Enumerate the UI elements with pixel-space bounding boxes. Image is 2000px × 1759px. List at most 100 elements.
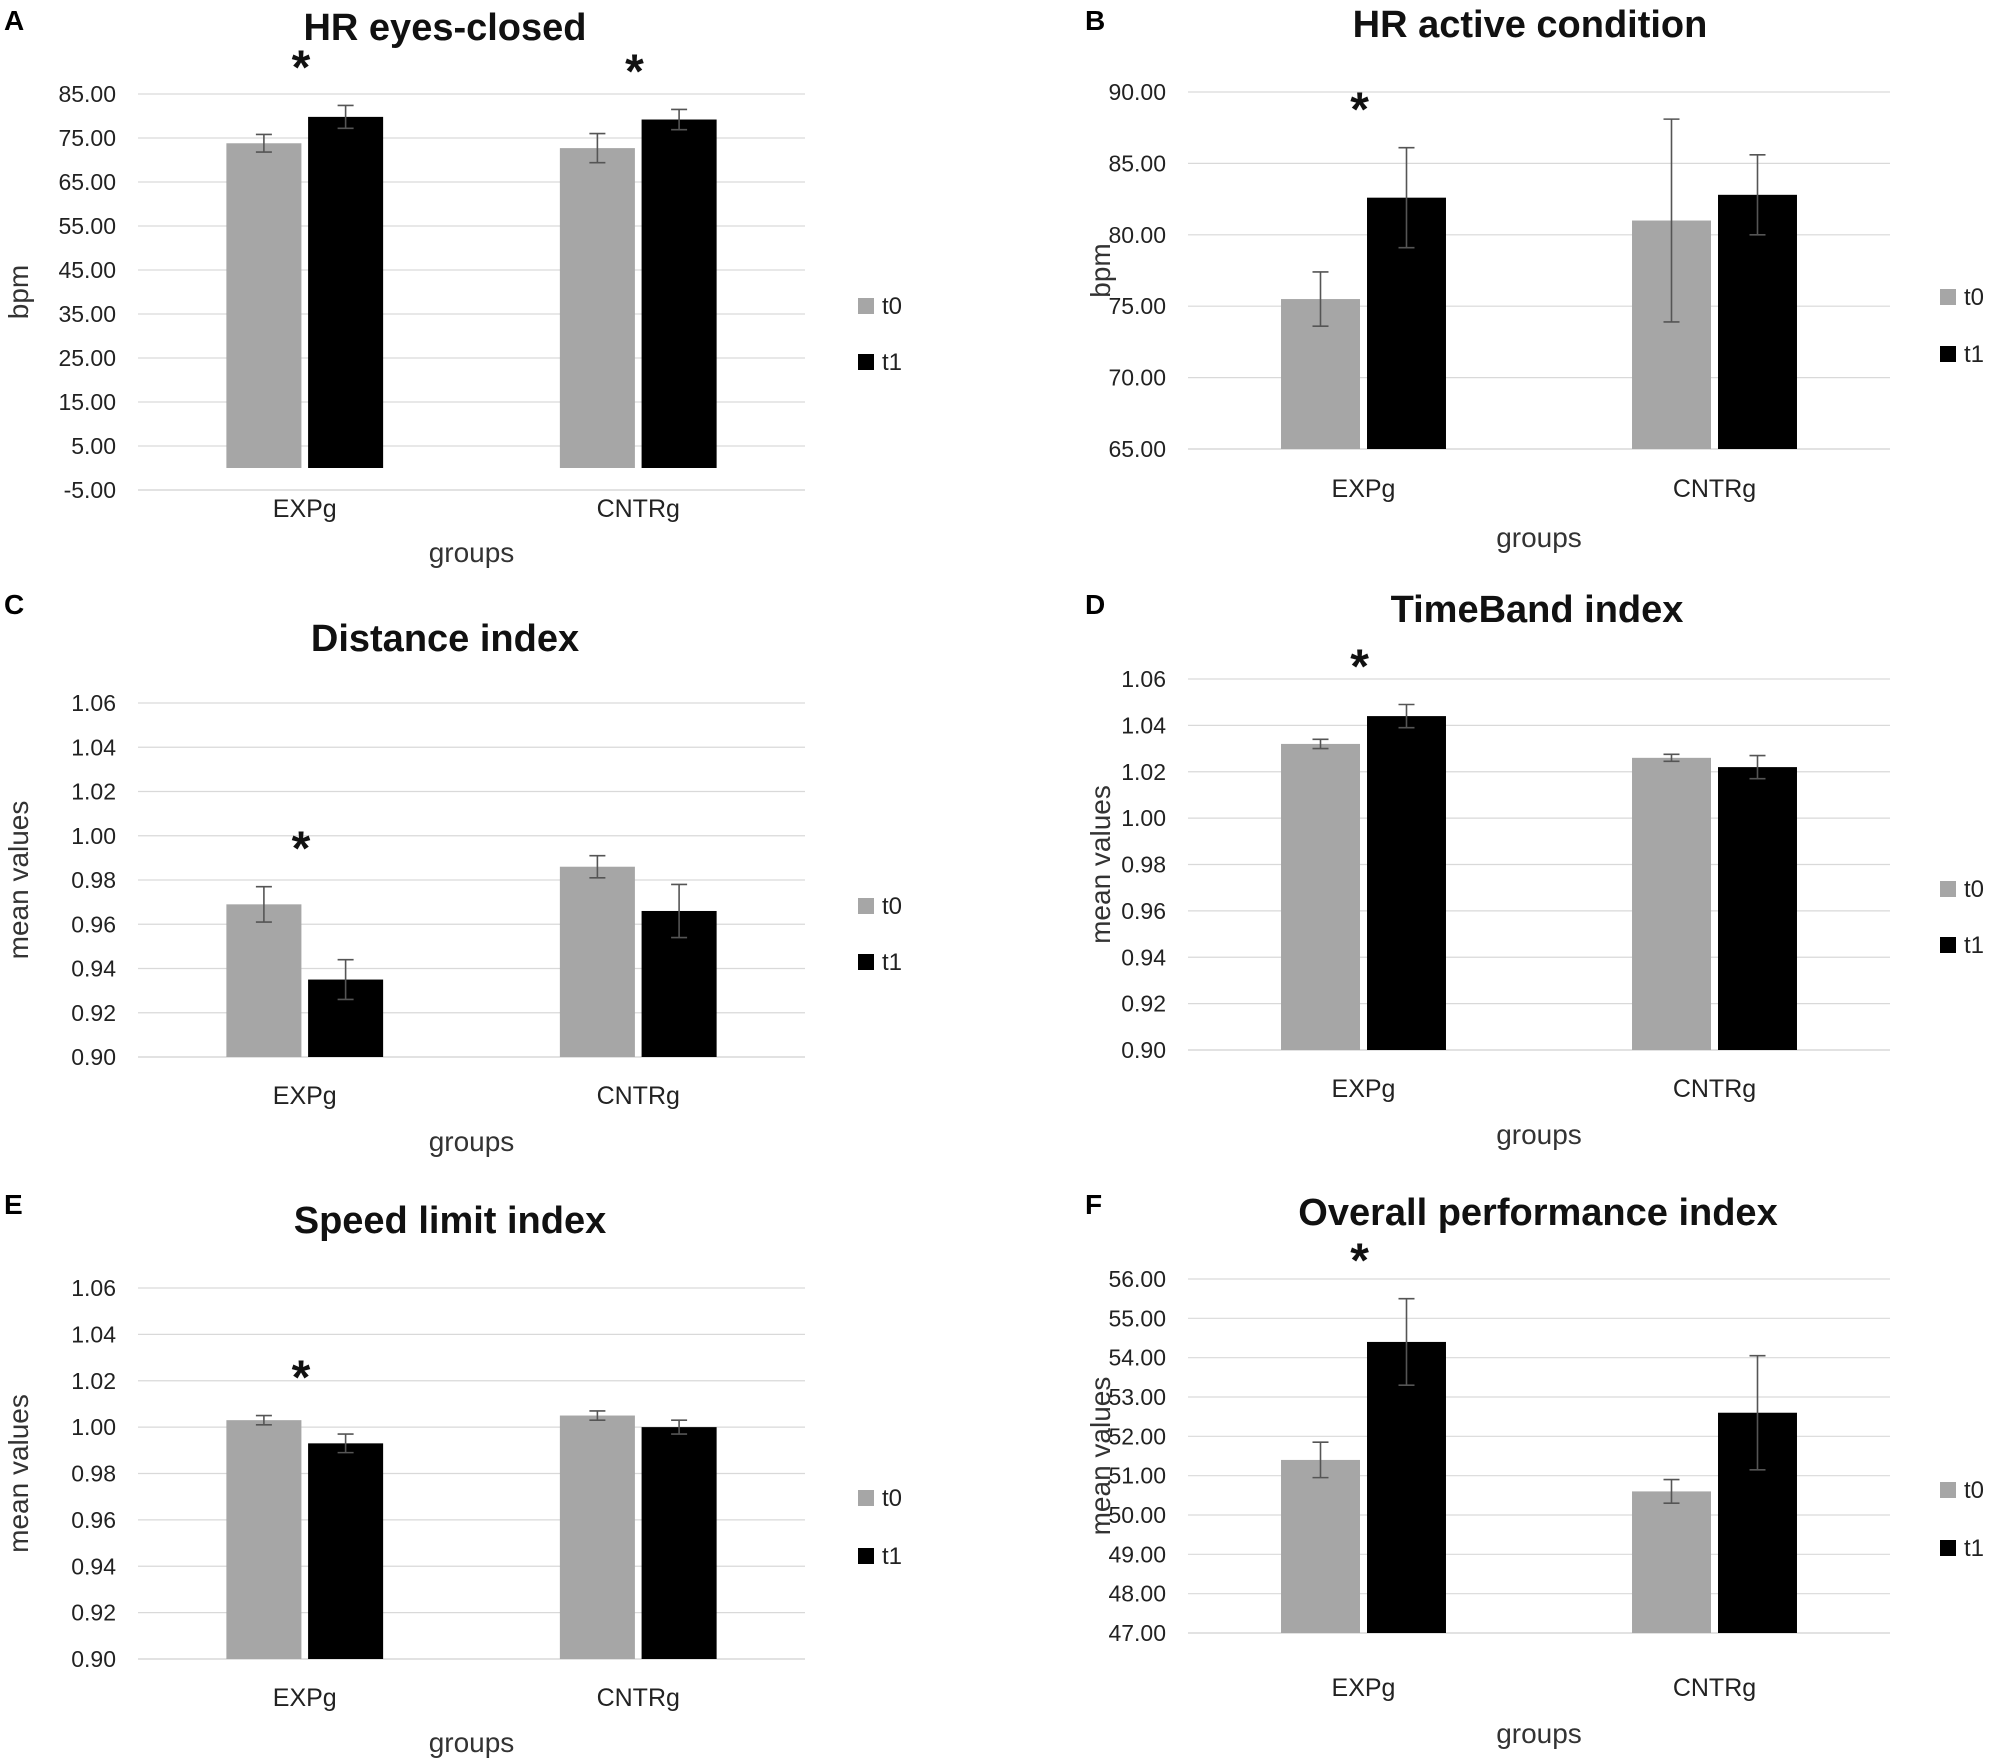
error-bar-t1-expg xyxy=(1398,703,1415,729)
error-bar-t0-expg xyxy=(255,133,272,153)
legend-item-t0: t0 xyxy=(858,1485,902,1512)
y-tick-label: 53.00 xyxy=(1108,1384,1166,1410)
y-tick-label: 0.92 xyxy=(71,1000,116,1026)
y-tick-label: 0.90 xyxy=(71,1044,116,1070)
x-category-label: EXPg xyxy=(273,1082,337,1110)
y-tick-label: -5.00 xyxy=(64,477,116,503)
chart-title: Speed limit index xyxy=(294,1200,607,1242)
error-bar-t0-cntrg xyxy=(589,854,606,879)
y-tick-label: 1.06 xyxy=(1121,666,1166,692)
significance-marker: * xyxy=(292,823,311,876)
chart-title: TimeBand index xyxy=(1391,589,1684,631)
bar-t1-cntrg xyxy=(1718,194,1797,449)
bar-t0-cntrg xyxy=(559,1415,635,1659)
y-tick-label: 65.00 xyxy=(1108,436,1166,462)
y-tick-label: 48.00 xyxy=(1108,1581,1166,1607)
legend-item-t1: t1 xyxy=(1940,341,1984,368)
bar-t0-expg xyxy=(226,904,302,1057)
significance-marker: * xyxy=(1350,1235,1369,1288)
x-axis-label: groups xyxy=(429,1727,515,1758)
error-bar-t0-expg xyxy=(255,885,272,923)
y-tick-label: 85.00 xyxy=(58,81,116,107)
y-tick-label: 1.02 xyxy=(71,779,116,805)
legend-swatch xyxy=(858,898,874,914)
y-tick-label: 49.00 xyxy=(1108,1541,1166,1567)
x-category-label: CNTRg xyxy=(1673,475,1756,503)
legend-item-t0: t0 xyxy=(1940,1477,1984,1504)
y-tick-label: 54.00 xyxy=(1108,1345,1166,1371)
error-bar-t0-expg xyxy=(255,1414,272,1426)
y-tick-label: 0.98 xyxy=(1121,852,1166,878)
x-category-label: EXPg xyxy=(1332,475,1396,503)
y-tick-label: 55.00 xyxy=(58,213,116,239)
panel-letter: E xyxy=(4,1189,23,1220)
y-tick-label: 75.00 xyxy=(58,125,116,151)
bar-t0-cntrg xyxy=(559,148,635,468)
bar-t0-expg xyxy=(226,1420,302,1659)
error-bar-t1-expg xyxy=(1398,146,1415,249)
legend-label: t0 xyxy=(1964,284,1984,311)
x-axis-label: groups xyxy=(429,537,515,568)
y-tick-label: 0.96 xyxy=(1121,898,1166,924)
y-tick-label: 90.00 xyxy=(1108,79,1166,105)
x-category-label: CNTRg xyxy=(597,495,680,523)
x-category-label: CNTRg xyxy=(1673,1674,1756,1702)
panel-letter: B xyxy=(1085,5,1105,36)
legend-swatch xyxy=(858,954,874,970)
error-bar-t1-cntrg xyxy=(1749,154,1766,236)
legend-swatch xyxy=(858,354,874,370)
legend-label: t1 xyxy=(1964,1535,1984,1562)
chart-title: HR eyes-closed xyxy=(303,7,586,49)
legend-label: t1 xyxy=(882,349,902,376)
y-tick-label: 25.00 xyxy=(58,345,116,371)
error-bar-t0-cntrg xyxy=(1663,753,1680,763)
panel-letter: D xyxy=(1085,589,1105,620)
y-axis-label: mean values xyxy=(3,1394,34,1553)
error-bar-t1-expg xyxy=(337,1433,354,1454)
bar-t1-cntrg xyxy=(641,119,717,469)
error-bar-t0-expg xyxy=(1312,738,1329,750)
y-tick-label: 0.90 xyxy=(1121,1037,1166,1063)
y-tick-label: 1.06 xyxy=(71,690,116,716)
x-category-label: EXPg xyxy=(1332,1674,1396,1702)
y-tick-label: 85.00 xyxy=(1108,150,1166,176)
error-bar-t1-expg xyxy=(337,958,354,1001)
chart-panel-b: B HR active condition 90.00 85.00 80.00 75.00… xyxy=(1085,4,1984,553)
bar-t1-expg xyxy=(1367,716,1446,1050)
legend-swatch xyxy=(858,298,874,314)
y-tick-label: 52.00 xyxy=(1108,1423,1166,1449)
y-tick-label: 1.00 xyxy=(71,823,116,849)
bar-t1-expg xyxy=(308,1443,384,1659)
y-tick-label: 1.00 xyxy=(71,1414,116,1440)
error-bar-t1-cntrg xyxy=(1749,754,1766,780)
y-tick-label: 45.00 xyxy=(58,257,116,283)
panel-letter: A xyxy=(4,5,24,36)
legend-label: t1 xyxy=(882,949,902,976)
legend-item-t0: t0 xyxy=(1940,284,1984,311)
y-axis-label: bpm xyxy=(1085,243,1116,297)
y-tick-label: 0.90 xyxy=(71,1646,116,1672)
legend-item-t1: t1 xyxy=(858,349,902,376)
chart-panel-e: E Speed limit index 1.06 1.04 1.02 1.00 0.98 0.… xyxy=(3,1189,902,1758)
error-bar-t0-cntrg xyxy=(589,1410,606,1421)
y-tick-label: 0.94 xyxy=(1121,944,1166,970)
y-tick-label: 0.92 xyxy=(1121,991,1166,1017)
legend-swatch xyxy=(1940,1540,1956,1556)
chart-panel-d: D TimeBand index 1.06 1.04 1.02 1.00 0.98 0.96 0… xyxy=(1085,589,1984,1150)
legend-label: t0 xyxy=(882,1485,902,1512)
x-category-label: EXPg xyxy=(273,495,337,523)
y-tick-label: 55.00 xyxy=(1108,1305,1166,1331)
x-axis-label: groups xyxy=(1496,1718,1582,1749)
bar-t0-cntrg xyxy=(559,866,635,1057)
error-bar-t0-expg xyxy=(1312,271,1329,327)
x-category-label: CNTRg xyxy=(597,1082,680,1110)
x-axis-label: groups xyxy=(1496,1119,1582,1150)
chart-title: Distance index xyxy=(311,618,579,660)
legend-item-t0: t0 xyxy=(858,293,902,320)
y-tick-label: 50.00 xyxy=(1108,1502,1166,1528)
error-bar-t1-expg xyxy=(337,104,354,130)
legend-label: t1 xyxy=(1964,932,1984,959)
y-tick-label: 1.04 xyxy=(71,734,116,760)
y-tick-label: 35.00 xyxy=(58,301,116,327)
